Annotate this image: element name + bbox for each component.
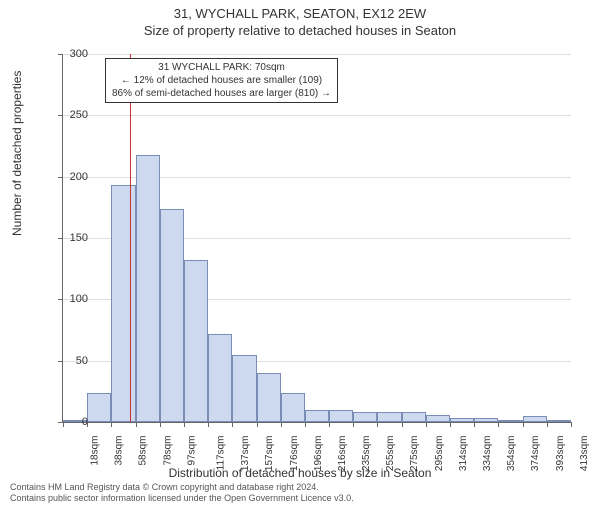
xtick-mark [257,422,258,427]
ytick-label: 50 [58,355,88,367]
xtick-label: 78sqm [162,436,173,466]
ytick-label: 0 [58,416,88,428]
xtick-mark [426,422,427,427]
histogram-bar [257,373,281,422]
xtick-label: 117sqm [215,436,226,471]
histogram-bar [450,418,474,422]
xtick-label: 157sqm [264,436,275,472]
xtick-mark [160,422,161,427]
xtick-mark [498,422,499,427]
ytick-label: 100 [58,293,88,305]
histogram-bar [498,420,522,422]
xtick-mark [232,422,233,427]
xtick-label: 393sqm [555,436,566,472]
gridline [63,115,571,116]
annotation-line-3: 86% of semi-detached houses are larger (… [112,87,331,100]
xtick-label: 255sqm [385,436,396,472]
histogram-bar [377,412,401,422]
xtick-label: 38sqm [114,436,125,466]
xtick-mark [208,422,209,427]
histogram-bar [281,393,305,422]
xtick-label: 18sqm [90,436,101,466]
xtick-mark [523,422,524,427]
histogram-bar [87,393,111,422]
histogram-bar [329,410,353,422]
xtick-label: 295sqm [434,436,445,472]
chart-title-sub: Size of property relative to detached ho… [0,23,600,38]
xtick-label: 235sqm [361,436,372,472]
histogram-bar [208,334,232,422]
xtick-mark [281,422,282,427]
xtick-mark [111,422,112,427]
footer-line-1: Contains HM Land Registry data © Crown c… [10,482,354,493]
xtick-label: 58sqm [138,436,149,466]
histogram-bar [402,412,426,422]
chart-plot-area [62,54,571,423]
histogram-bar [136,155,160,422]
ytick-label: 200 [58,171,88,183]
footer-line-2: Contains public sector information licen… [10,493,354,504]
histogram-bar [111,185,135,422]
histogram-bar [184,260,208,422]
histogram-bar [160,209,184,422]
xtick-mark [571,422,572,427]
xtick-label: 275sqm [410,436,421,472]
xtick-mark [547,422,548,427]
xtick-mark [305,422,306,427]
reference-marker-line [130,54,131,422]
histogram-bar [426,415,450,422]
footer-attribution: Contains HM Land Registry data © Crown c… [10,482,354,504]
xtick-mark [353,422,354,427]
ytick-label: 250 [58,109,88,121]
xtick-mark [136,422,137,427]
chart-title-main: 31, WYCHALL PARK, SEATON, EX12 2EW [0,6,600,21]
annotation-box: 31 WYCHALL PARK: 70sqm← 12% of detached … [105,58,338,103]
histogram-bar [474,418,498,422]
xtick-label: 176sqm [289,436,300,472]
y-axis-label: Number of detached properties [10,71,24,236]
xtick-mark [329,422,330,427]
xtick-mark [474,422,475,427]
xtick-mark [377,422,378,427]
histogram-bar [353,412,377,422]
xtick-label: 334sqm [482,436,493,472]
xtick-label: 137sqm [240,436,251,472]
histogram-bar [547,420,571,422]
xtick-label: 216sqm [337,436,348,472]
histogram-bar [523,416,547,422]
xtick-label: 314sqm [458,436,469,472]
ytick-label: 300 [58,48,88,60]
histogram-bar [232,355,256,422]
histogram-bar [305,410,329,422]
xtick-mark [184,422,185,427]
xtick-label: 97sqm [186,436,197,466]
xtick-label: 413sqm [579,436,590,472]
annotation-line-2: ← 12% of detached houses are smaller (10… [112,74,331,87]
annotation-line-1: 31 WYCHALL PARK: 70sqm [112,61,331,74]
xtick-label: 196sqm [313,436,324,472]
ytick-label: 150 [58,232,88,244]
xtick-label: 374sqm [531,436,542,472]
xtick-mark [402,422,403,427]
gridline [63,54,571,55]
xtick-mark [450,422,451,427]
xtick-label: 354sqm [506,436,517,472]
